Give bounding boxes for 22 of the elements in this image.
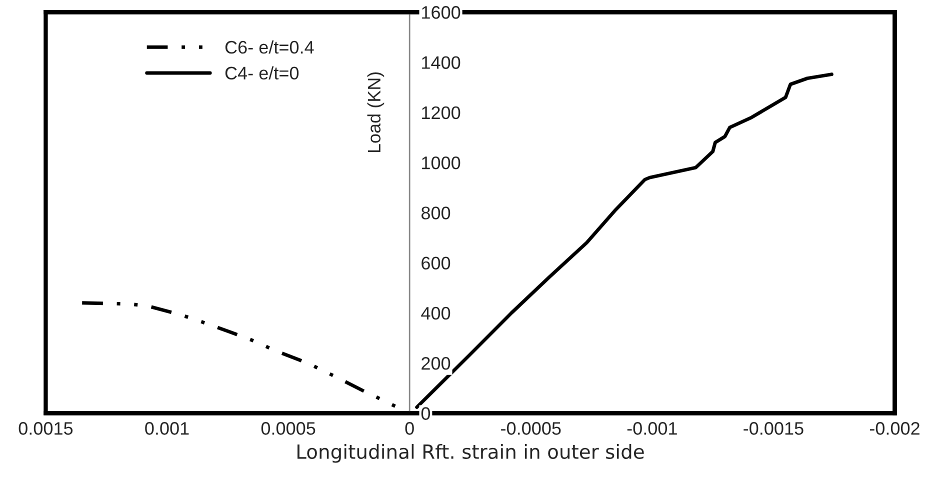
y-axis-title: Load (KN) bbox=[367, 72, 384, 152]
line-series bbox=[415, 72, 834, 409]
y-tick-label: 800 bbox=[421, 206, 450, 220]
y-tick-label: 1000 bbox=[422, 156, 460, 170]
x-tick-label: -0.001 bbox=[627, 422, 677, 435]
x-tick-label: -0.0015 bbox=[744, 422, 804, 435]
y-tick-label: 1600 bbox=[422, 6, 460, 19]
x-tick-label: 0.001 bbox=[145, 422, 189, 435]
x-tick-label: -0.0005 bbox=[501, 422, 561, 435]
y-tick-label: 1200 bbox=[422, 106, 460, 120]
x-axis-title: Longitudinal Rft. strain in outer side bbox=[298, 444, 644, 463]
x-tick-label: 0.0015 bbox=[18, 422, 73, 435]
x-tick-label: -0.002 bbox=[870, 422, 920, 435]
y-tick-label: 600 bbox=[422, 256, 450, 270]
y-tick-label: 0 bbox=[421, 407, 430, 420]
y-tick-label: 200 bbox=[422, 357, 450, 370]
x-tick-label: 0 bbox=[405, 422, 414, 435]
legend-label: C4- e/t=0 bbox=[225, 66, 299, 80]
y-tick-label: 1400 bbox=[422, 56, 460, 69]
legend-label: C6- e/t=0.4 bbox=[225, 40, 314, 54]
y-tick-label: 400 bbox=[421, 306, 450, 320]
x-tick-label: 0.0005 bbox=[261, 422, 316, 435]
